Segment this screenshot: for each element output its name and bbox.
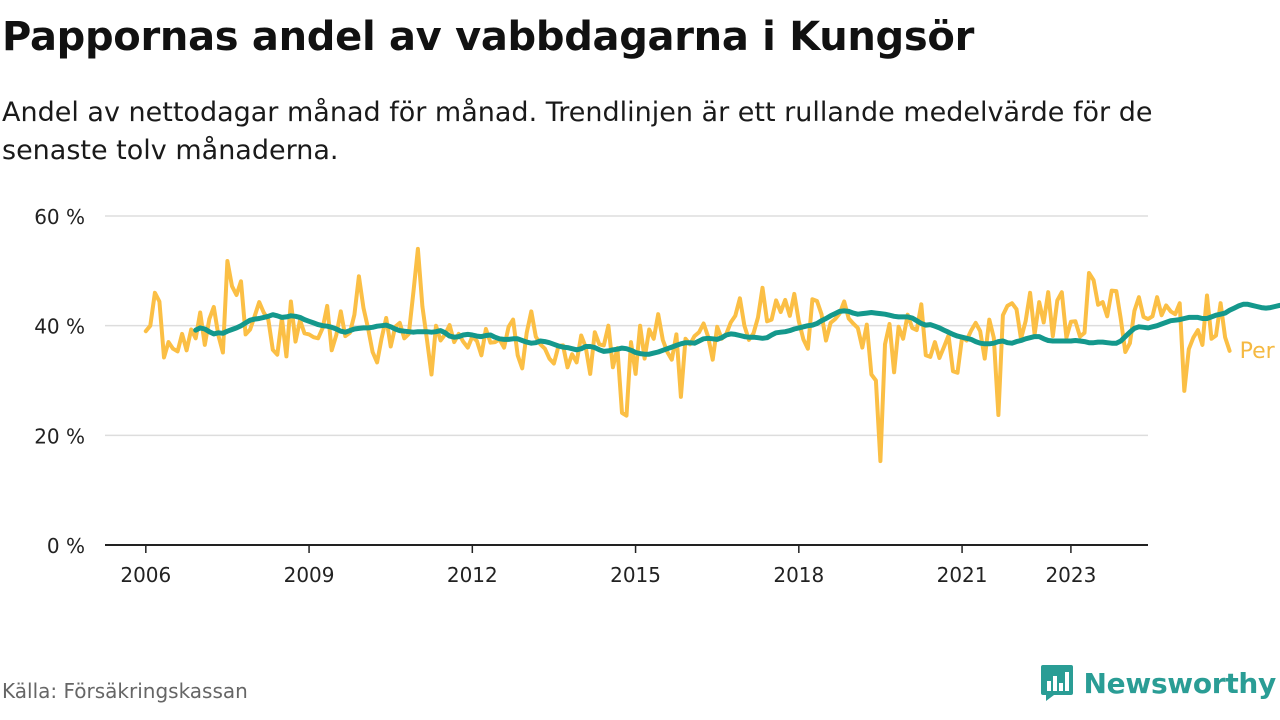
y-tick-label: 0 %: [47, 534, 85, 558]
brand-name: Newsworthy: [1083, 666, 1277, 700]
y-axis: 0 % 20 % 40 % 60 %: [34, 205, 85, 558]
x-tick-label: 2012: [447, 563, 498, 587]
series-label-per-manad: Per månad: [1240, 338, 1280, 364]
x-tick-label: 2023: [1045, 563, 1096, 587]
series-line-trend: [193, 301, 1280, 357]
brand-logo-link[interactable]: Newsworthy: [1040, 664, 1276, 702]
bar-chart-speech-bubble-icon: [1040, 665, 1073, 701]
series-line-per-manad: [143, 246, 1232, 464]
series-labels: TrendPer månad: [1240, 338, 1280, 364]
x-tick-label: 2006: [120, 563, 171, 587]
x-tick-label: 2015: [610, 563, 661, 587]
x-axis: 2006 2009 2012 2015 2018 2021 2023: [105, 544, 1148, 587]
chart-subtitle: Andel av nettodagar månad för månad. Tre…: [2, 97, 1153, 166]
y-tick-label: 60 %: [34, 205, 85, 229]
x-tick-label: 2021: [937, 563, 988, 587]
chart-title: Pappornas andel av vabbdagarna i Kungsör: [2, 14, 975, 60]
y-tick-label: 40 %: [34, 315, 85, 339]
x-tick-label: 2009: [284, 563, 335, 587]
source-note: Källa: Försäkringskassan: [2, 679, 248, 703]
x-tick-label: 2018: [773, 563, 824, 587]
y-tick-label: 20 %: [34, 424, 85, 448]
series-lines: [143, 246, 1280, 464]
line-chart: 0 % 20 % 40 % 60 % 2006 2009 2012 2015 2018 2021…: [34, 205, 1280, 587]
